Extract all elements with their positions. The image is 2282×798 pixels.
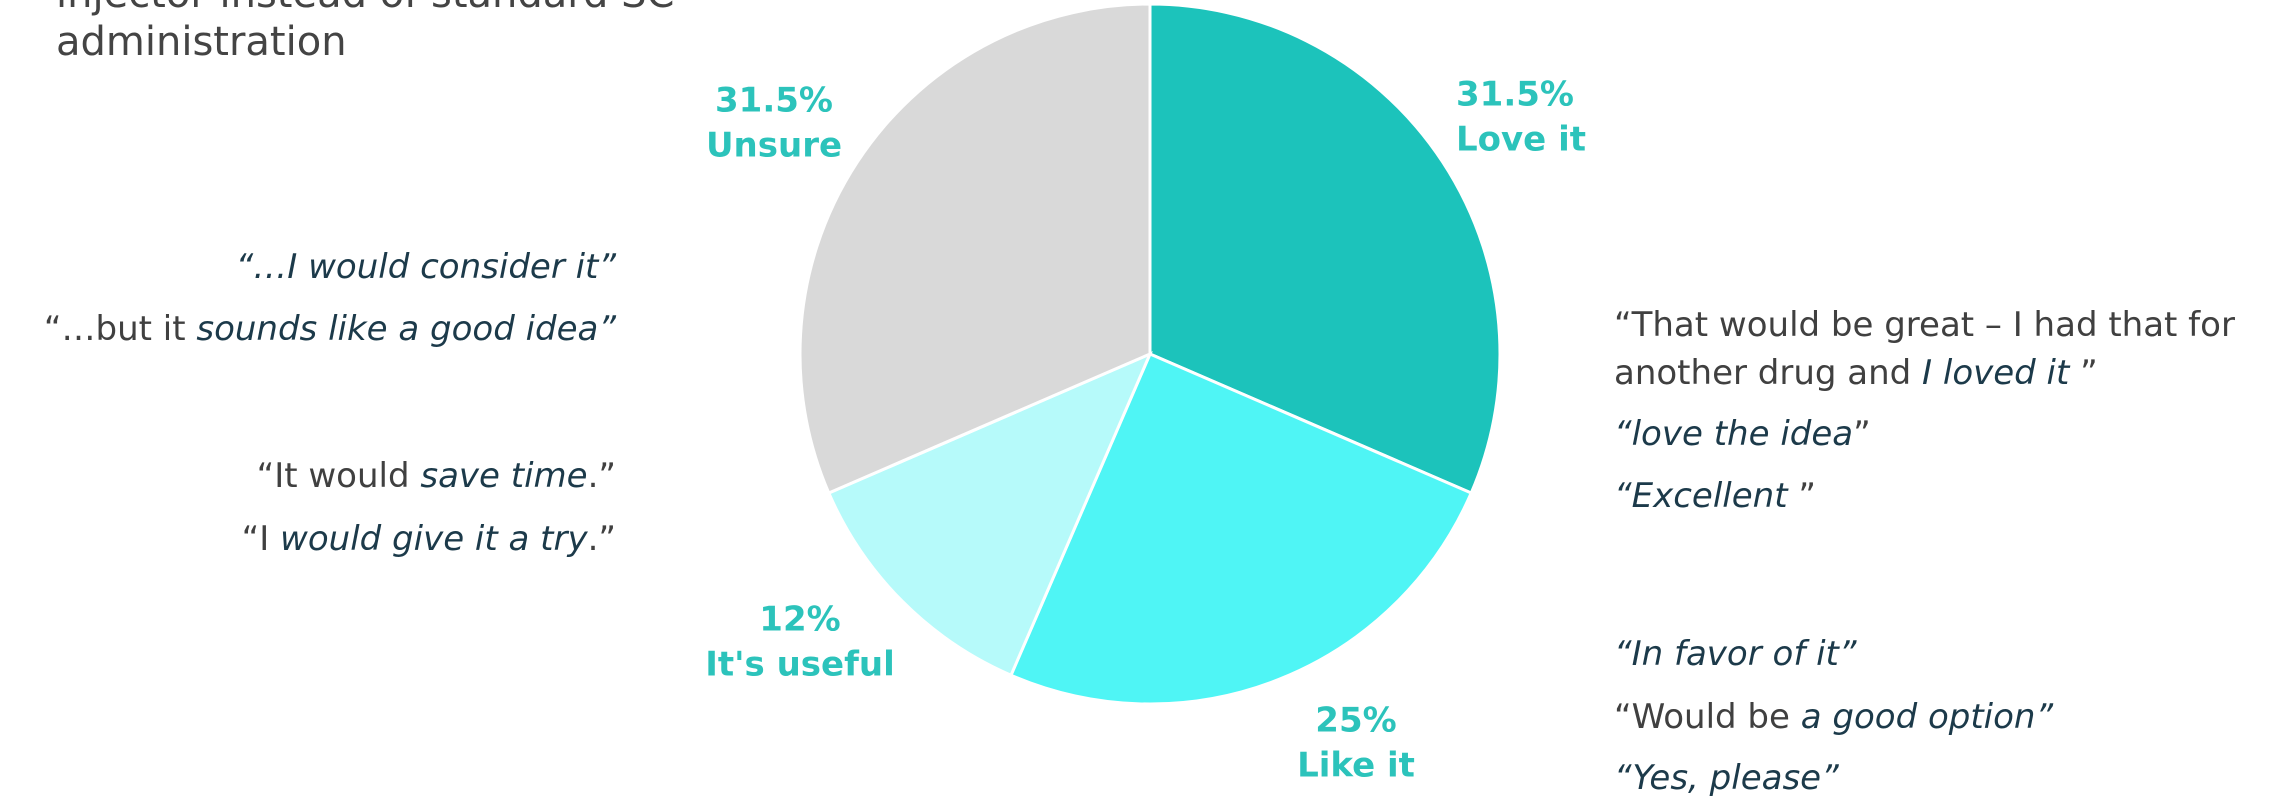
quote-emphasis: “In favor of it” bbox=[1614, 634, 1857, 674]
quote-line: “That would be great – I had that for bbox=[1614, 305, 2235, 345]
pie-slice bbox=[826, 351, 1153, 678]
quote-text: another drug and bbox=[1614, 353, 1922, 393]
quote-line: “It would save time.” bbox=[257, 456, 616, 496]
quote-line: “…I would consider it” bbox=[236, 247, 617, 287]
quote-emphasis: a good option” bbox=[1801, 697, 2054, 737]
title-line: administration bbox=[56, 19, 347, 65]
quote-line: another drug and I loved it ” bbox=[1614, 353, 2098, 393]
slice-value-label: 25% bbox=[1315, 701, 1396, 741]
quote-line: “Yes, please” bbox=[1614, 758, 1839, 798]
quote-line: “I would give it a try.” bbox=[242, 519, 616, 559]
title-line: injector instead of standard SC bbox=[56, 0, 674, 17]
quote-text: “…but it bbox=[44, 309, 196, 349]
quote-emphasis: sounds like a good idea” bbox=[196, 309, 616, 349]
quote-text: .” bbox=[588, 519, 616, 559]
quote-text: ” bbox=[1853, 414, 1871, 454]
quote-emphasis: “Yes, please” bbox=[1614, 758, 1839, 798]
quote-emphasis: “Excellent bbox=[1614, 476, 1789, 516]
quote-text: “I bbox=[242, 519, 280, 559]
slice-value-label: 31.5% bbox=[1456, 75, 1574, 115]
quote-line: “Would be a good option” bbox=[1614, 697, 2053, 737]
quote-emphasis: “…I would consider it” bbox=[236, 247, 617, 287]
quote-line: “In favor of it” bbox=[1614, 634, 1857, 674]
slice-value-label: 31.5% bbox=[715, 81, 833, 121]
quote-text: .” bbox=[588, 456, 616, 496]
quote-line: “love the idea” bbox=[1614, 414, 1871, 454]
pie-slice bbox=[1148, 2, 1502, 495]
pie-slice bbox=[1009, 352, 1474, 706]
quote-text: “Would be bbox=[1614, 697, 1801, 737]
slice-category-label: It's useful bbox=[705, 645, 895, 685]
slice-category-label: Unsure bbox=[706, 126, 842, 166]
quote-text: “It would bbox=[257, 456, 421, 496]
quote-line: “Excellent ” bbox=[1614, 476, 1816, 516]
quote-text: ” bbox=[2069, 353, 2097, 393]
quote-emphasis: “love the idea bbox=[1614, 414, 1853, 454]
quote-emphasis: I loved it bbox=[1922, 353, 2071, 393]
quote-text: ” bbox=[1788, 476, 1816, 516]
slice-value-label: 12% bbox=[759, 600, 840, 640]
quote-emphasis: would give it a try bbox=[280, 519, 588, 559]
quote-line: “…but it sounds like a good idea” bbox=[44, 309, 616, 349]
quote-text: “That would be great – I had that for bbox=[1614, 305, 2235, 345]
quote-emphasis: save time bbox=[420, 456, 587, 496]
slice-category-label: Love it bbox=[1456, 120, 1586, 160]
slice-category-label: Like it bbox=[1297, 746, 1415, 786]
pie-slice bbox=[798, 2, 1152, 495]
